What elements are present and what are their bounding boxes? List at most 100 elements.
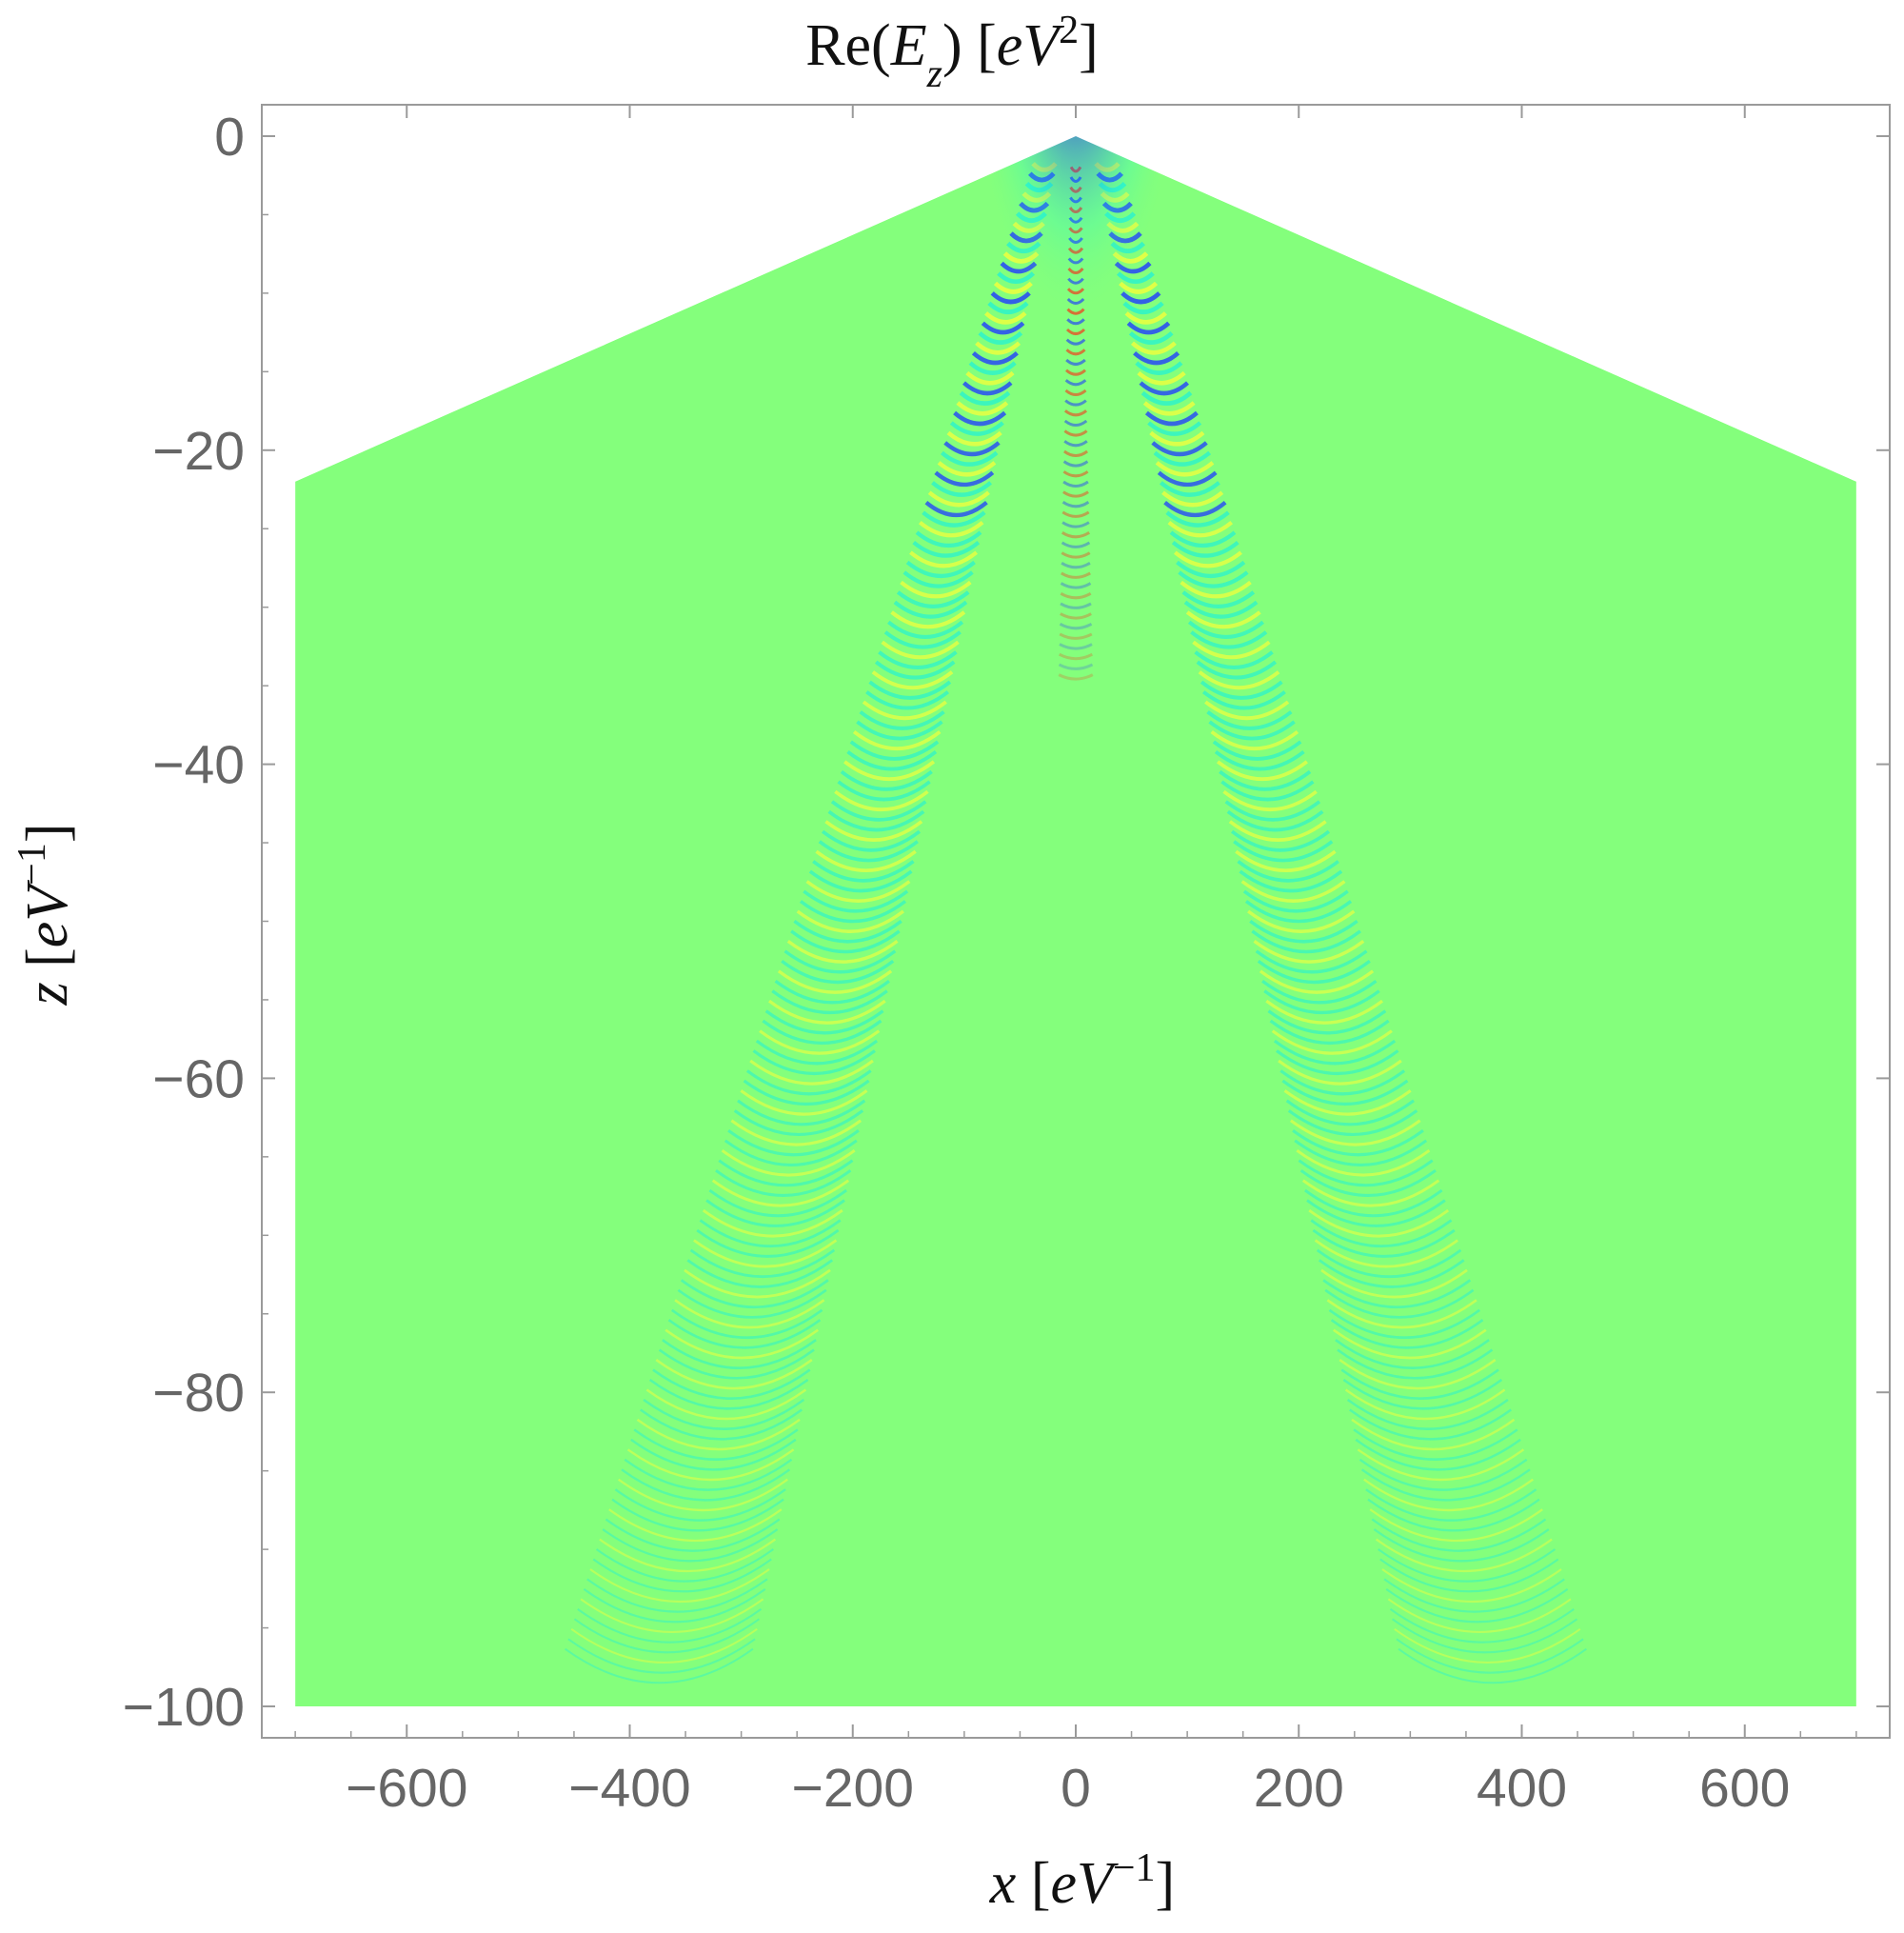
fringe-arc	[799, 900, 907, 924]
fringe-arc	[1180, 580, 1252, 599]
fringe-arc	[1257, 959, 1371, 985]
fringe-arc	[859, 710, 945, 730]
fringe-arc	[1276, 1049, 1399, 1075]
fringe-arc	[674, 1299, 825, 1329]
fringe-arc	[733, 1109, 864, 1136]
fringe-arc	[1281, 1079, 1409, 1106]
fringe-arc	[1157, 470, 1218, 487]
fringe-arc	[1342, 1378, 1503, 1410]
fringe-arc	[1216, 760, 1308, 781]
fringe-arc	[1339, 1359, 1497, 1390]
x-tick-label: −400	[568, 1758, 690, 1819]
fringe-arc	[1149, 430, 1205, 447]
fringe-arc	[912, 540, 981, 558]
fringe-arc	[893, 600, 968, 619]
fringe-arc	[1255, 949, 1368, 974]
fringe-arc	[1247, 909, 1356, 933]
fringe-arc	[599, 1538, 777, 1573]
fringe-arc	[711, 1179, 850, 1207]
fringe-arc	[900, 580, 972, 599]
fringe-arc	[840, 769, 933, 791]
fringe-arc	[1301, 1179, 1440, 1207]
fringe-arc	[1167, 520, 1234, 538]
fringe-arc	[1173, 550, 1242, 568]
fringe-arc	[1237, 860, 1339, 883]
fringe-arc	[667, 1319, 822, 1349]
fringe-arc	[1147, 421, 1202, 436]
fringe-arc	[1171, 540, 1240, 558]
fringe-arc	[573, 1618, 761, 1654]
y-tick-label: −60	[152, 1048, 245, 1109]
fringe-arc	[699, 1219, 842, 1248]
fringe-arc	[567, 1638, 756, 1674]
fringe-arc	[702, 1208, 843, 1238]
fringe-arc	[680, 1279, 829, 1309]
fringe-arc	[626, 1448, 795, 1482]
fringe-arc	[608, 1508, 783, 1543]
fringe-arc	[595, 1548, 774, 1583]
fringe-arc	[1161, 490, 1224, 508]
fringe-arc	[786, 940, 899, 964]
fringe-arc	[730, 1119, 863, 1146]
fringe-arc	[686, 1259, 834, 1288]
fringe-arc	[1378, 1548, 1557, 1583]
fringe-arc	[1165, 510, 1230, 528]
fringe-arc	[830, 800, 927, 822]
fringe-arc	[611, 1498, 784, 1532]
fringe-arc	[1316, 1248, 1462, 1279]
fringe-arc	[1314, 1239, 1458, 1268]
fringe-arc	[1310, 1219, 1453, 1248]
fringe-arc	[1059, 622, 1093, 630]
fringe-arc	[1324, 1288, 1475, 1319]
fringe-arc	[943, 441, 1001, 457]
fringe-arc	[793, 920, 902, 944]
fringe-arc	[1235, 849, 1337, 872]
fringe-arc	[636, 1418, 801, 1451]
fringe-arc	[655, 1359, 813, 1390]
heatmap-field	[295, 136, 1856, 1706]
fringe-arc	[1200, 680, 1283, 700]
fringe-arc	[633, 1428, 799, 1461]
fringe-arc	[824, 820, 923, 842]
fringe-arc	[1283, 1089, 1412, 1116]
fringe-arc	[1061, 521, 1090, 528]
fringe-arc	[570, 1627, 758, 1664]
fringe-arc	[1363, 1478, 1535, 1512]
fringe-arc	[1318, 1259, 1465, 1288]
heatmap-domain	[295, 136, 1856, 1706]
fringe-arc	[822, 829, 921, 852]
x-tick-label: 400	[1477, 1758, 1567, 1819]
fringe-arc	[868, 680, 952, 700]
fringe-arc	[843, 760, 936, 781]
fringe-arc	[749, 1059, 874, 1086]
fringe-arc	[1201, 690, 1286, 710]
fringe-arc	[1219, 769, 1312, 791]
fringe-arc	[1160, 481, 1220, 497]
fringe-arc	[658, 1348, 815, 1380]
fringe-arc	[1346, 1398, 1509, 1430]
fringe-arc	[949, 421, 1004, 436]
fringe-arc	[1244, 900, 1353, 924]
fringe-arc	[721, 1148, 856, 1177]
fringe-arc	[1391, 1618, 1578, 1654]
fringe-arc	[1265, 999, 1383, 1025]
fringe-arc	[664, 1328, 819, 1360]
fringe-arc	[764, 1009, 884, 1035]
fringe-arc	[1267, 1009, 1387, 1035]
fringe-arc	[1371, 1518, 1547, 1552]
fringe-arc	[708, 1188, 847, 1218]
fringe-arc	[1192, 640, 1271, 660]
fringe-arc	[1058, 673, 1094, 681]
fringe-arc	[874, 660, 956, 680]
fringe-arc	[1251, 929, 1361, 954]
fringe-arc	[1169, 530, 1237, 548]
fringe-arc	[643, 1398, 805, 1430]
fringe-arc	[1061, 541, 1091, 548]
fringe-arc	[818, 840, 919, 863]
fringe-arc	[837, 780, 931, 802]
fringe-arc	[1296, 1148, 1431, 1177]
fringe-arc	[796, 909, 904, 933]
fringe-arc	[909, 550, 979, 568]
fringe-arc	[745, 1069, 872, 1096]
